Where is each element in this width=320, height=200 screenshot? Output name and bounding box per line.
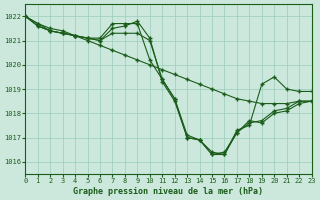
X-axis label: Graphe pression niveau de la mer (hPa): Graphe pression niveau de la mer (hPa) (74, 187, 263, 196)
